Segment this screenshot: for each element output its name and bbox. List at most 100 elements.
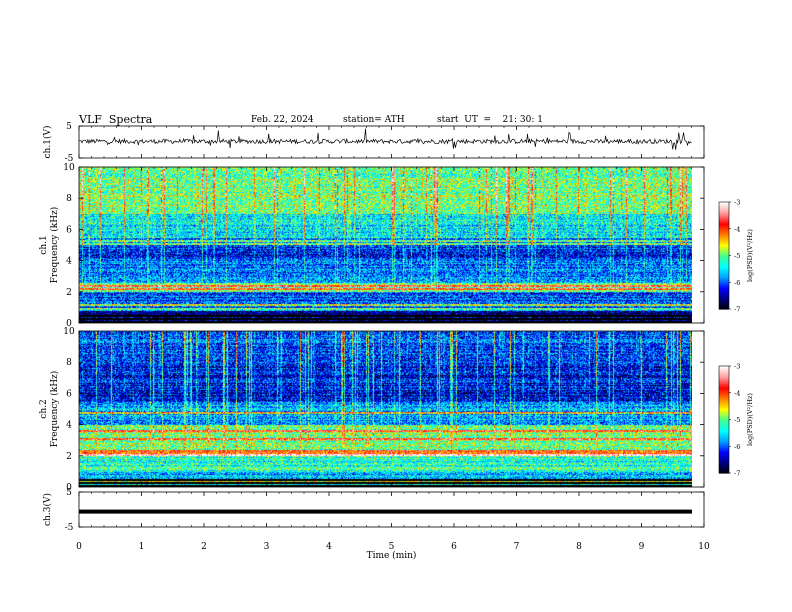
- s2-ytick-label: 2: [66, 452, 72, 462]
- s1-ytick-label: 0: [66, 319, 72, 329]
- colorbar-cell: [719, 228, 729, 232]
- colorbar-cell: [719, 398, 729, 401]
- colorbar-cell: [719, 291, 729, 294]
- colorbar-cell: [719, 271, 729, 274]
- colorbar-cell: [719, 440, 729, 444]
- colorbar-cell: [719, 376, 729, 380]
- colorbar-cell: [719, 423, 729, 426]
- colorbar-cell: [719, 296, 729, 299]
- s1-ylabel-frequency: Frequency (kHz): [49, 207, 60, 284]
- colorbar-cell: [719, 456, 729, 460]
- colorbar-cell: [719, 392, 729, 396]
- colorbar-cell: [719, 399, 729, 403]
- colorbar-cell: [719, 232, 729, 235]
- s2-colorbar-tick-label: -3: [734, 363, 740, 371]
- colorbar-cell: [719, 241, 729, 244]
- s2-colorbar-tick-label: -6: [734, 443, 740, 451]
- colorbar-cell: [719, 462, 729, 465]
- colorbar-cell: [719, 396, 729, 399]
- ch2-spectrogram-image: [79, 331, 692, 487]
- colorbar-cell: [719, 448, 729, 451]
- s1-colorbar-tick-label: -4: [734, 225, 740, 233]
- x-tick-label: 4: [326, 542, 332, 552]
- x-tick-label: 9: [639, 542, 645, 552]
- colorbar-cell: [719, 408, 729, 412]
- colorbar-cell: [719, 202, 729, 205]
- colorbar-cell: [719, 465, 729, 469]
- colorbar-cell: [719, 214, 729, 217]
- colorbar-cell: [719, 419, 729, 422]
- colorbar-cell: [719, 276, 729, 280]
- colorbar-cell: [719, 371, 729, 374]
- colorbar-cell: [719, 294, 729, 298]
- date-label: Feb. 22, 2024: [251, 115, 314, 125]
- colorbar-cell: [719, 267, 729, 271]
- colorbar-cell: [719, 301, 729, 305]
- colorbar-cell: [719, 205, 729, 208]
- colorbar-cell: [719, 259, 729, 262]
- colorbar-cell: [719, 407, 729, 410]
- colorbar-cell: [719, 292, 729, 296]
- colorbar-cell: [719, 209, 729, 212]
- colorbar-cell: [719, 437, 729, 440]
- colorbar-cell: [719, 367, 729, 371]
- colorbar-cell: [719, 251, 729, 255]
- colorbar-cell: [719, 219, 729, 223]
- x-tick-label: 10: [698, 542, 710, 552]
- s1-colorbar-tick-label: -7: [734, 306, 740, 314]
- colorbar-cell: [719, 455, 729, 458]
- colorbar-cell: [719, 428, 729, 431]
- s2-colorbar-tick-label: -7: [734, 470, 740, 478]
- s1-ytick-label: 10: [63, 163, 75, 173]
- colorbar-cell: [719, 298, 729, 301]
- ch3-trace: [79, 509, 692, 514]
- colorbar-cell: [719, 246, 729, 249]
- colorbar-cell: [719, 449, 729, 453]
- colorbar-cell: [719, 287, 729, 290]
- colorbar-cell: [719, 226, 729, 230]
- s2-colorbar-label: log(PSD)(V²/Hz): [746, 393, 754, 446]
- colorbar-cell: [719, 216, 729, 219]
- x-tick-label: 1: [139, 542, 145, 552]
- colorbar-cell: [719, 380, 729, 383]
- colorbar-cell: [719, 421, 729, 424]
- colorbar-cell: [719, 225, 729, 228]
- station-label: station= ATH: [343, 115, 405, 125]
- colorbar-cell: [719, 417, 729, 421]
- colorbar-cell: [719, 230, 729, 233]
- colorbar-cell: [719, 278, 729, 282]
- s1-colorbar-tick-label: -5: [734, 252, 740, 260]
- colorbar-cell: [719, 369, 729, 372]
- colorbar-cell: [719, 243, 729, 246]
- chart-title: VLF Spectra: [79, 113, 153, 126]
- colorbar-cell: [719, 401, 729, 405]
- colorbar-cell: [719, 255, 729, 258]
- colorbar-cell: [719, 431, 729, 435]
- colorbar-cell: [719, 458, 729, 462]
- s2-ytick-label: 10: [63, 327, 75, 337]
- colorbar-cell: [719, 273, 729, 276]
- colorbar-cell: [719, 234, 729, 237]
- x-axis-label: Time (min): [367, 550, 417, 561]
- colorbar-cell: [719, 373, 729, 376]
- s2-colorbar-tick-label: -5: [734, 416, 740, 424]
- s1-colorbar-tick-label: -6: [734, 279, 740, 287]
- x-tick-label: 3: [264, 542, 270, 552]
- colorbar-cell: [719, 257, 729, 260]
- colorbar-cell: [719, 307, 729, 310]
- colorbar-cell: [719, 203, 729, 207]
- colorbar-cell: [719, 303, 729, 307]
- s2-ytick-label: 4: [66, 421, 72, 431]
- colorbar-cell: [719, 248, 729, 251]
- ch1-ytick-label: 5: [66, 122, 72, 132]
- colorbar-cell: [719, 275, 729, 278]
- colorbar-cell: [719, 244, 729, 248]
- colorbar-cell: [719, 260, 729, 264]
- s1-colorbar-label: log(PSD)(V²/Hz): [746, 229, 754, 282]
- colorbar-cell: [719, 471, 729, 474]
- x-tick-label: 0: [76, 542, 82, 552]
- colorbar-cell: [719, 460, 729, 463]
- x-tick-label: 5: [389, 542, 395, 552]
- ch3-ylabel: ch.3(V): [42, 493, 53, 526]
